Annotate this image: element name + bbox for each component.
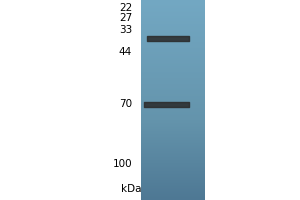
Text: 27: 27 — [119, 13, 132, 23]
Text: kDa: kDa — [121, 184, 141, 194]
Text: 44: 44 — [119, 47, 132, 57]
Text: 70: 70 — [119, 99, 132, 109]
Text: 100: 100 — [112, 159, 132, 169]
Text: 33: 33 — [119, 25, 132, 35]
Text: 22: 22 — [119, 3, 132, 13]
